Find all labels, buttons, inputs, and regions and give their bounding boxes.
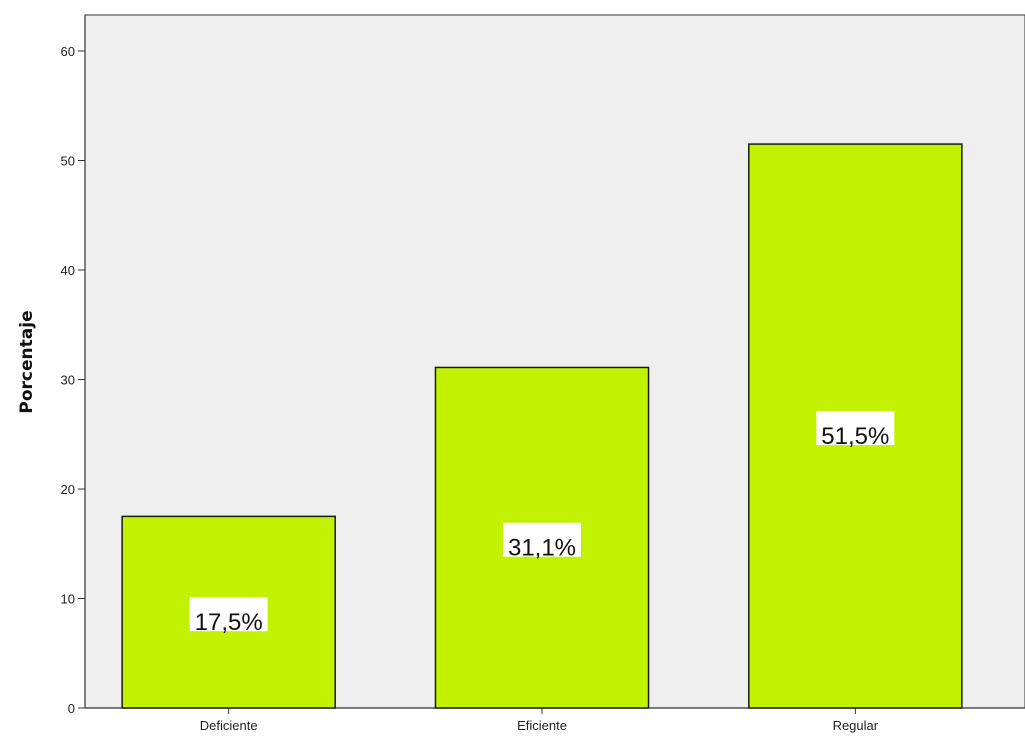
y-tick-label: 60 <box>61 44 75 59</box>
data-label-box <box>189 597 268 632</box>
data-label-box <box>816 411 895 446</box>
data-label: 31,1% <box>508 535 576 562</box>
bars-group: 17,5% 31,1% 51,5% <box>121 143 963 709</box>
data-label: 51,5% <box>821 423 889 450</box>
x-tick-label: Eficiente <box>517 718 567 733</box>
y-tick-label: 20 <box>61 482 75 497</box>
y-tick-label: 40 <box>61 263 75 278</box>
data-label: 17,5% <box>195 609 263 636</box>
y-tick-label: 30 <box>61 373 75 388</box>
x-tick-label: Deficiente <box>200 718 258 733</box>
y-tick-label: 50 <box>61 154 75 169</box>
y-tick-label: 0 <box>68 701 75 716</box>
bar-eficiente <box>434 366 650 709</box>
x-tick-label: Regular <box>833 718 879 733</box>
y-tick-label: 10 <box>61 592 75 607</box>
y-axis-title: Porcentaje <box>17 310 37 413</box>
x-axis: Deficiente Eficiente Regular <box>85 707 1025 733</box>
data-label-box <box>503 522 581 557</box>
y-axis: 0 10 20 30 40 50 60 <box>61 15 86 716</box>
